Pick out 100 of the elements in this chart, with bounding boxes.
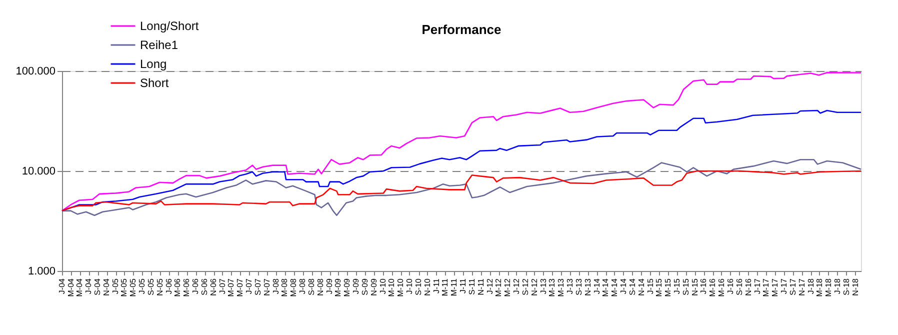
x-tick-label: M-06 [182, 278, 192, 297]
y-tick-label: 10.000 [22, 166, 56, 178]
x-tick-label: J-14 [592, 278, 602, 294]
x-tick-label: J-17 [752, 278, 762, 294]
x-tick-label: M-05 [120, 278, 129, 297]
legend-label: Reihe1 [140, 38, 178, 52]
x-tick-label: S-16 [734, 278, 744, 296]
x-tick-label: M-07 [236, 278, 245, 297]
x-tick-label: N-12 [530, 278, 539, 296]
chart-title: Performance [422, 22, 502, 37]
x-tick-label: M-07 [226, 278, 236, 297]
x-tick-label: J-15 [672, 278, 682, 294]
x-tick-label: J-13 [538, 278, 548, 294]
x-tick-label: N-07 [262, 278, 272, 296]
legend-label: Long [140, 57, 167, 71]
x-tick-label: N-16 [744, 278, 753, 296]
x-tick-label: N-15 [690, 278, 700, 296]
x-tick-label: S-12 [521, 278, 530, 296]
x-tick-label: N-18 [850, 278, 860, 296]
x-tick-label: J-15 [646, 278, 655, 294]
x-tick-label: N-17 [797, 278, 806, 296]
x-tick-label: J-12 [485, 278, 494, 294]
x-tick-label: M-11 [440, 278, 450, 296]
x-tick-label: J-06 [191, 278, 200, 294]
x-tick-label: M-18 [814, 278, 824, 297]
line-series [61, 170, 862, 212]
x-tick-label: S-05 [146, 278, 156, 296]
legend-label: Short [140, 76, 170, 90]
x-tick-label: M-04 [75, 278, 84, 297]
x-tick-label: M-13 [556, 278, 566, 297]
x-tick-label: J-10 [378, 278, 388, 294]
x-tick-label: M-10 [396, 278, 406, 297]
x-tick-label: N-14 [636, 278, 646, 296]
x-tick-label: S-07 [254, 278, 263, 296]
x-tick-label: J-16 [726, 278, 735, 294]
x-tick-label: J-04 [58, 278, 66, 294]
x-tick-label: M-10 [387, 278, 396, 297]
x-tick-label: M-18 [824, 278, 833, 297]
x-tick-label: M-14 [610, 278, 619, 297]
x-tick-label: M-16 [708, 278, 718, 297]
x-tick-label: S-17 [788, 278, 798, 296]
legend-label: Long/Short [140, 19, 200, 33]
x-tick-label: M-17 [770, 278, 780, 297]
x-tick-label: M-11 [449, 278, 458, 296]
x-tick-label: S-15 [681, 278, 690, 296]
x-tick-label: N-09 [370, 278, 379, 296]
x-tick-label: M-16 [716, 278, 726, 297]
x-tick-label: M-12 [494, 278, 504, 297]
x-tick-label: N-13 [583, 278, 592, 296]
x-tick-label: S-18 [842, 278, 851, 296]
x-tick-label: M-17 [761, 278, 770, 297]
x-tick-label: M-14 [601, 278, 610, 297]
x-tick-label: J-07 [218, 278, 227, 294]
y-tick-label: 100.000 [16, 66, 56, 78]
x-tick-label: N-06 [209, 278, 218, 296]
line-series [61, 72, 862, 212]
x-tick-label: J-11 [458, 278, 468, 294]
x-tick-label: M-15 [663, 278, 672, 297]
x-tick-label: M-04 [66, 278, 76, 297]
x-tick-label: J-04 [84, 278, 94, 294]
line-series [61, 158, 862, 216]
x-tick-label: M-08 [280, 278, 290, 297]
x-tick-label: S-04 [93, 278, 102, 296]
x-tick-label: S-13 [574, 278, 584, 296]
x-tick-label: J-09 [325, 278, 334, 294]
x-tick-label: N-10 [422, 278, 432, 296]
x-tick-label: N-04 [102, 278, 112, 296]
x-tick-label: J-07 [244, 278, 254, 294]
x-tick-label: M-09 [342, 278, 352, 297]
x-tick-label: J-12 [512, 278, 521, 294]
x-tick-label: M-09 [334, 278, 343, 297]
x-tick-label: J-05 [111, 278, 120, 294]
x-tick-label: N-11 [476, 278, 486, 296]
x-tick-label: J-10 [404, 278, 414, 294]
x-tick-label: S-08 [307, 278, 316, 296]
x-tick-label: S-10 [414, 278, 424, 296]
x-tick-label: J-06 [164, 278, 174, 294]
x-tick-label: J-09 [352, 278, 361, 294]
x-tick-label: M-05 [128, 278, 138, 297]
x-tick-label: J-11 [432, 278, 441, 294]
x-tick-label: J-17 [779, 278, 788, 294]
x-tick-label: J-13 [565, 278, 574, 294]
x-tick-label: S-09 [360, 278, 370, 296]
x-tick-label: S-11 [467, 278, 476, 295]
x-tick-label: J-18 [806, 278, 816, 294]
x-tick-label: J-08 [298, 278, 308, 294]
x-tick-label: M-15 [654, 278, 664, 297]
x-tick-label: M-06 [173, 278, 182, 297]
y-tick-label: 1.000 [28, 266, 56, 278]
x-tick-label: S-06 [200, 278, 210, 296]
x-tick-label: M-13 [548, 278, 557, 297]
x-tick-label: J-05 [138, 278, 147, 294]
x-tick-label: J-16 [699, 278, 708, 294]
x-tick-label: S-14 [628, 278, 637, 296]
x-tick-label: N-08 [316, 278, 326, 296]
x-tick-label: J-08 [271, 278, 280, 294]
x-tick-label: M-12 [503, 278, 512, 297]
x-tick-label: J-18 [832, 278, 842, 294]
x-tick-label: M-08 [289, 278, 298, 297]
x-tick-label: J-14 [618, 278, 628, 294]
